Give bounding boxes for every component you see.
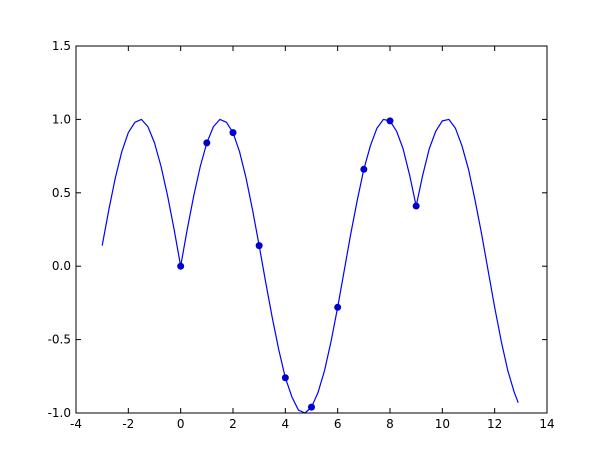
y-tick-label: -1.0 [48,406,71,420]
ticks-layer: -4 -2 0 2 4 6 8 10 12 14 -1.0 -0.5 0.0 0.5 1.0 1.5 [48,39,555,431]
series-layer [101,117,519,414]
x-tick-label: 6 [334,417,342,431]
data-point [281,374,289,382]
data-point [412,202,420,210]
y-tick-label: 1.5 [52,39,71,53]
data-point [334,303,342,311]
data-point [255,242,263,250]
data-point [386,117,394,125]
x-tick-label: 2 [229,417,237,431]
y-tick-label: -0.5 [48,333,71,347]
x-tick-label: 14 [539,417,554,431]
x-tick-label: 10 [435,417,450,431]
data-point [177,262,185,270]
plot-background [76,46,547,413]
x-tick-label: 4 [282,417,290,431]
x-tick-label: 0 [177,417,185,431]
x-tick-label: 8 [386,417,394,431]
data-point [308,403,315,411]
y-tick-label: 1.0 [52,112,71,126]
y-tick-label: 0.5 [52,186,71,200]
plot-frame [75,45,548,414]
data-point [229,129,237,137]
y-tick-label: 0.0 [52,259,71,273]
data-point [360,165,368,173]
x-tick-label: -2 [122,417,134,431]
x-tick-label: 12 [487,417,502,431]
data-point [203,139,211,147]
x-tick-label: -4 [70,417,82,431]
